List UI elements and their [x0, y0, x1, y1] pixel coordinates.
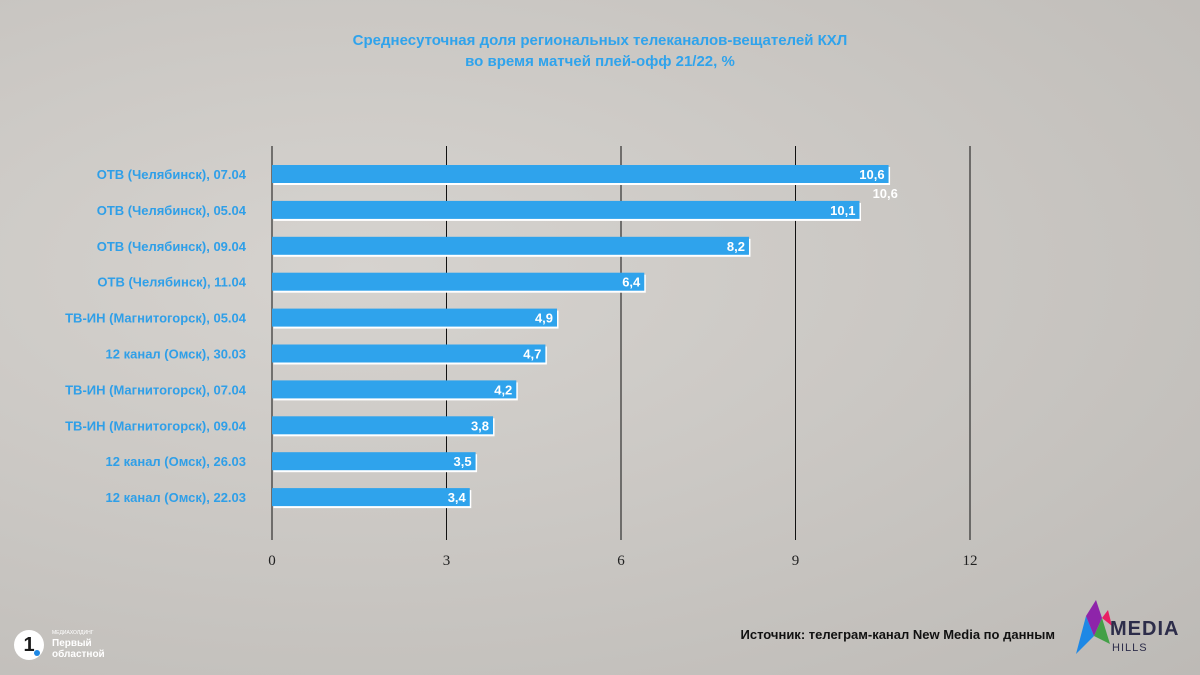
logo-name: Первый областной [52, 638, 105, 660]
chart-title: Среднесуточная доля региональных телекан… [0, 30, 1200, 72]
bar-9 [272, 488, 470, 507]
bar-6 [272, 380, 517, 399]
category-label: ТВ-ИН (Магнитогорск), 09.04 [65, 418, 247, 433]
chart-title-line1: Среднесуточная доля региональных телекан… [352, 32, 848, 49]
category-label: 12 канал (Омск), 22.03 [106, 490, 246, 505]
chart-title-line2: во время матчей плей-офф 21/22, % [465, 53, 735, 70]
data-label: 6,4 [622, 275, 641, 290]
bar-chart: 0 3 6 9 12 ОТВ (Челябинск), 07.04 10,6 ОТВ (Чел… [65, 146, 978, 569]
logo-digit: 1 [14, 630, 44, 660]
extra-data-label: 10,6 [873, 186, 898, 201]
source-note: Источник: телеграм-канал New Media по да… [740, 627, 1055, 642]
data-label: 10,1 [830, 203, 855, 218]
category-label: 12 канал (Омск), 30.03 [106, 347, 246, 362]
bar-5 [272, 344, 546, 363]
x-tick-label: 0 [268, 553, 276, 569]
x-tick-label: 12 [963, 553, 978, 569]
media-hills-word1: MEDIA [1110, 618, 1180, 640]
pervyi-oblastnoi-logo: 1 МЕДИАХОЛДИНГ Первый областной [14, 628, 134, 664]
data-label: 4,9 [535, 311, 553, 326]
media-hills-word2: HILLS [1112, 642, 1148, 654]
x-tick-label: 6 [617, 553, 625, 569]
x-tick-label: 3 [443, 553, 451, 569]
bar-0 [272, 165, 889, 183]
data-label: 8,2 [727, 239, 745, 254]
bar-8 [272, 452, 476, 471]
media-hills-logo: MEDIA HILLS [1072, 596, 1192, 666]
x-tick-label: 9 [792, 553, 800, 569]
logo-small-text: МЕДИАХОЛДИНГ [52, 630, 94, 636]
category-label: ТВ-ИН (Магнитогорск), 07.04 [65, 382, 247, 397]
bar-3 [272, 272, 645, 291]
logo-name-line1: Первый [52, 638, 92, 649]
category-label: ОТВ (Челябинск), 07.04 [97, 167, 247, 182]
category-label: ОТВ (Челябинск), 11.04 [97, 275, 246, 290]
media-hills-mark-icon [1076, 600, 1112, 654]
data-label: 4,2 [494, 382, 512, 397]
data-label: 4,7 [523, 347, 541, 362]
category-label: 12 канал (Омск), 26.03 [106, 454, 246, 469]
category-label: ОТВ (Челябинск), 09.04 [97, 239, 247, 254]
logo-name-line2: областной [52, 649, 105, 660]
bar-7 [272, 416, 494, 435]
data-label: 3,4 [448, 490, 467, 505]
data-label: 10,6 [859, 167, 884, 182]
data-label: 3,8 [471, 418, 489, 433]
category-label: ОТВ (Челябинск), 05.04 [97, 203, 247, 218]
data-label: 3,5 [454, 454, 472, 469]
bar-1 [272, 200, 860, 219]
bar-4 [272, 308, 558, 327]
category-label: ТВ-ИН (Магнитогорск), 05.04 [65, 311, 247, 326]
bar-2 [272, 236, 749, 255]
